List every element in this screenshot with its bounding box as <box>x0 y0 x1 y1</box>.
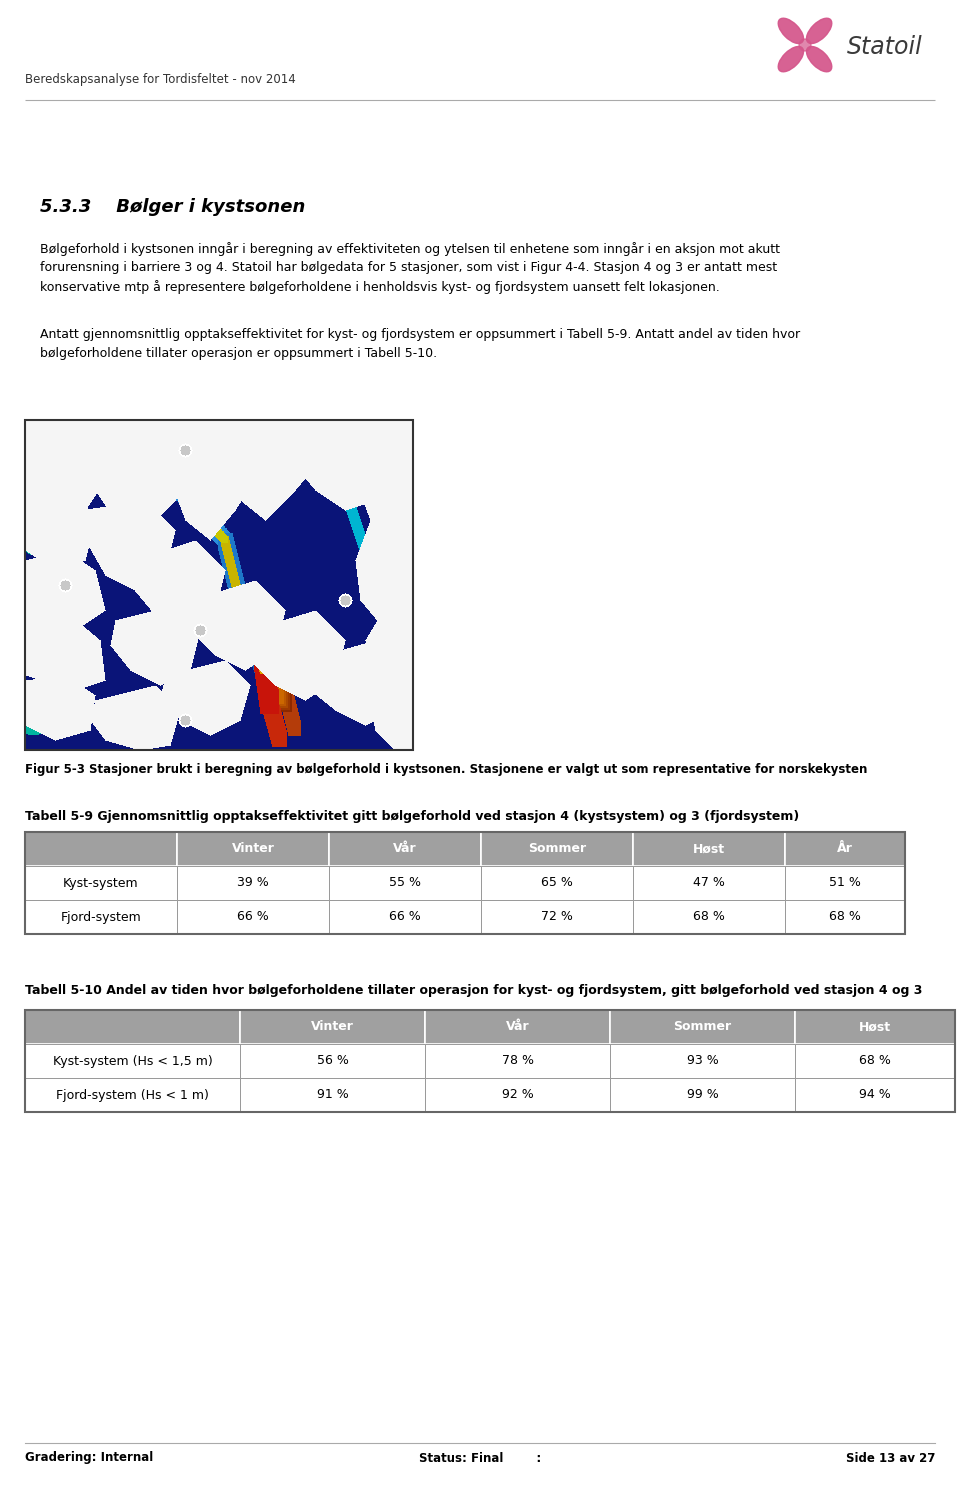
Bar <box>177 832 329 866</box>
Text: 66 %: 66 % <box>389 910 420 924</box>
Text: Vinter: Vinter <box>231 842 275 855</box>
Text: 47 %: 47 % <box>693 876 725 890</box>
Text: Side 13 av 27: Side 13 av 27 <box>846 1451 935 1464</box>
Text: 68 %: 68 % <box>693 910 725 924</box>
Bar <box>25 1010 955 1112</box>
Bar <box>25 866 177 900</box>
Bar <box>610 1010 795 1044</box>
Bar <box>25 900 177 934</box>
Bar <box>795 1044 955 1078</box>
Text: Fjord-system (Hs < 1 m): Fjord-system (Hs < 1 m) <box>56 1089 209 1102</box>
Bar <box>481 900 633 934</box>
Ellipse shape <box>806 46 831 71</box>
Text: Sommer: Sommer <box>528 842 586 855</box>
Ellipse shape <box>779 46 804 71</box>
Text: Beredskapsanalyse for Tordisfeltet - nov 2014: Beredskapsanalyse for Tordisfeltet - nov… <box>25 73 296 86</box>
Bar <box>425 1010 610 1044</box>
Text: Gradering: Internal: Gradering: Internal <box>25 1451 154 1464</box>
Text: Vinter: Vinter <box>311 1020 354 1034</box>
Text: 5.3.3    Bølger i kystsonen: 5.3.3 Bølger i kystsonen <box>40 198 305 215</box>
Bar <box>25 1078 240 1112</box>
Text: Figur 5-3 Stasjoner brukt i beregning av bølgeforhold i kystsonen. Stasjonene er: Figur 5-3 Stasjoner brukt i beregning av… <box>25 763 868 777</box>
Bar <box>240 1078 425 1112</box>
Bar <box>329 900 481 934</box>
Bar <box>425 1078 610 1112</box>
Bar <box>177 866 329 900</box>
Text: Kyst-system (Hs < 1,5 m): Kyst-system (Hs < 1,5 m) <box>53 1054 212 1068</box>
Text: Høst: Høst <box>859 1020 891 1034</box>
Text: 99 %: 99 % <box>686 1089 718 1102</box>
Bar <box>610 1044 795 1078</box>
Text: Tabell 5-10 Andel av tiden hvor bølgeforholdene tillater operasjon for kyst- og : Tabell 5-10 Andel av tiden hvor bølgefor… <box>25 985 923 996</box>
Ellipse shape <box>799 39 811 50</box>
Text: 56 %: 56 % <box>317 1054 348 1068</box>
Text: 65 %: 65 % <box>541 876 573 890</box>
Text: Antatt gjennomsnittlig opptakseffektivitet for kyst- og fjordsystem er oppsummer: Antatt gjennomsnittlig opptakseffektivit… <box>40 328 800 359</box>
Text: 39 %: 39 % <box>237 876 269 890</box>
Bar <box>633 900 785 934</box>
Bar <box>25 832 905 934</box>
Bar <box>795 1078 955 1112</box>
Text: År: År <box>837 842 852 855</box>
Text: 92 %: 92 % <box>502 1089 534 1102</box>
Bar <box>25 832 177 866</box>
Bar <box>25 1010 240 1044</box>
Bar <box>785 866 905 900</box>
Bar <box>785 832 905 866</box>
Bar <box>481 866 633 900</box>
Text: 68 %: 68 % <box>859 1054 891 1068</box>
Bar <box>25 420 413 750</box>
Bar <box>240 1010 425 1044</box>
Text: 94 %: 94 % <box>859 1089 891 1102</box>
Bar <box>177 900 329 934</box>
Bar <box>425 1044 610 1078</box>
Text: Statoil: Statoil <box>847 36 923 59</box>
Bar <box>610 1078 795 1112</box>
Text: 72 %: 72 % <box>541 910 573 924</box>
Ellipse shape <box>779 18 804 43</box>
Text: 51 %: 51 % <box>829 876 861 890</box>
Text: 55 %: 55 % <box>389 876 421 890</box>
Ellipse shape <box>806 18 831 43</box>
Bar <box>329 832 481 866</box>
Text: 91 %: 91 % <box>317 1089 348 1102</box>
Bar <box>633 866 785 900</box>
Text: Sommer: Sommer <box>673 1020 732 1034</box>
Text: 93 %: 93 % <box>686 1054 718 1068</box>
Text: Status: Final        :: Status: Final : <box>419 1451 541 1464</box>
Text: Tabell 5-9 Gjennomsnittlig opptakseffektivitet gitt bølgeforhold ved stasjon 4 (: Tabell 5-9 Gjennomsnittlig opptakseffekt… <box>25 809 800 823</box>
Text: Bølgeforhold i kystsonen inngår i beregning av effektiviteten og ytelsen til enh: Bølgeforhold i kystsonen inngår i beregn… <box>40 242 780 294</box>
Text: 68 %: 68 % <box>829 910 861 924</box>
Bar <box>329 866 481 900</box>
Text: 66 %: 66 % <box>237 910 269 924</box>
Text: Vår: Vår <box>506 1020 529 1034</box>
Text: Fjord-system: Fjord-system <box>60 910 141 924</box>
Bar <box>785 900 905 934</box>
Bar <box>481 832 633 866</box>
Text: Vår: Vår <box>394 842 417 855</box>
Text: Kyst-system: Kyst-system <box>63 876 139 890</box>
Bar <box>240 1044 425 1078</box>
Bar <box>795 1010 955 1044</box>
Bar <box>633 832 785 866</box>
Text: Høst: Høst <box>693 842 725 855</box>
Bar <box>25 1044 240 1078</box>
Text: 78 %: 78 % <box>501 1054 534 1068</box>
